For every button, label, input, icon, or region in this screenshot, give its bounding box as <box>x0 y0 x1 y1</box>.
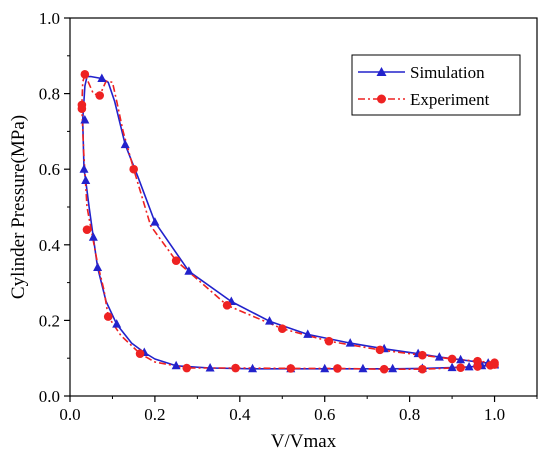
data-point-simulation <box>171 360 181 370</box>
data-point-simulation <box>80 115 90 124</box>
data-point-simulation <box>93 262 103 271</box>
data-point-experiment <box>418 350 427 360</box>
x-axis-title: V/Vmax <box>271 431 337 452</box>
legend-box <box>351 54 521 116</box>
data-point-experiment <box>231 363 240 373</box>
data-point-simulation <box>97 73 107 82</box>
data-point-simulation <box>81 175 91 185</box>
data-point-simulation <box>456 354 466 364</box>
y-axis-ticks: 0.0 0.2 0.4 0.6 0.8 1.0 <box>39 9 70 406</box>
data-point-simulation <box>248 363 258 373</box>
data-point-experiment <box>129 164 138 174</box>
legend-label-simulation: Simulation <box>410 63 485 82</box>
series-line-experiment <box>81 73 495 370</box>
data-point-simulation <box>88 232 98 241</box>
data-point-simulation <box>79 164 89 173</box>
legend: Simulation Experiment <box>351 54 521 116</box>
data-point-simulation <box>150 217 160 226</box>
data-point-experiment <box>418 364 427 374</box>
data-point-simulation <box>112 319 122 328</box>
x-tick-label: 0.2 <box>144 405 165 424</box>
data-point-simulation <box>345 338 355 347</box>
x-tick-label: 1.0 <box>484 405 505 424</box>
data-point-simulation <box>320 363 330 373</box>
data-point-experiment <box>375 345 385 355</box>
data-point-experiment <box>490 360 499 369</box>
x-tick-label: 0.4 <box>229 405 251 424</box>
data-point-experiment <box>222 300 232 310</box>
data-point-simulation <box>265 316 275 325</box>
data-point-simulation <box>120 139 130 149</box>
y-tick-label: 0.4 <box>39 236 61 255</box>
data-point-experiment <box>456 363 465 372</box>
data-point-simulation <box>434 352 444 361</box>
data-point-experiment <box>95 91 105 100</box>
data-point-experiment <box>135 349 145 358</box>
data-point-simulation <box>388 363 398 373</box>
legend-marker-experiment <box>377 94 386 104</box>
y-tick-label: 0.6 <box>39 160 60 179</box>
x-tick-label: 0.0 <box>59 405 80 424</box>
data-point-experiment <box>324 336 334 346</box>
data-point-experiment <box>277 324 287 334</box>
data-point-simulation <box>464 361 474 371</box>
data-point-simulation <box>358 363 368 373</box>
data-point-experiment <box>82 225 92 234</box>
y-tick-label: 0.8 <box>39 85 60 104</box>
data-point-experiment <box>379 364 389 374</box>
data-point-simulation <box>184 266 194 275</box>
legend-label-experiment: Experiment <box>410 90 490 109</box>
y-tick-label: 0.2 <box>39 311 60 330</box>
data-point-experiment <box>447 354 457 364</box>
data-point-experiment <box>80 70 90 79</box>
data-point-experiment <box>77 104 87 114</box>
data-point-simulation <box>447 362 457 372</box>
data-point-simulation <box>205 363 215 372</box>
y-tick-label: 1.0 <box>39 9 60 28</box>
data-point-experiment <box>473 362 482 371</box>
x-tick-label: 0.6 <box>314 405 335 424</box>
legend-marker-simulation <box>376 67 387 76</box>
data-point-experiment <box>333 364 342 373</box>
data-point-experiment <box>171 256 181 265</box>
y-axis-title: Cylinder Pressure(MPa) <box>8 115 29 299</box>
x-axis-ticks: 0.0 0.2 0.4 0.6 0.8 1.0 <box>59 396 538 424</box>
data-point-simulation <box>303 329 313 338</box>
data-point-experiment <box>286 364 296 373</box>
data-point-experiment <box>182 363 192 373</box>
series-layer <box>77 70 500 374</box>
x-tick-label: 0.8 <box>399 405 420 424</box>
y-tick-label: 0.0 <box>39 387 60 406</box>
data-point-experiment <box>103 312 113 321</box>
series-line-simulation <box>81 75 495 370</box>
